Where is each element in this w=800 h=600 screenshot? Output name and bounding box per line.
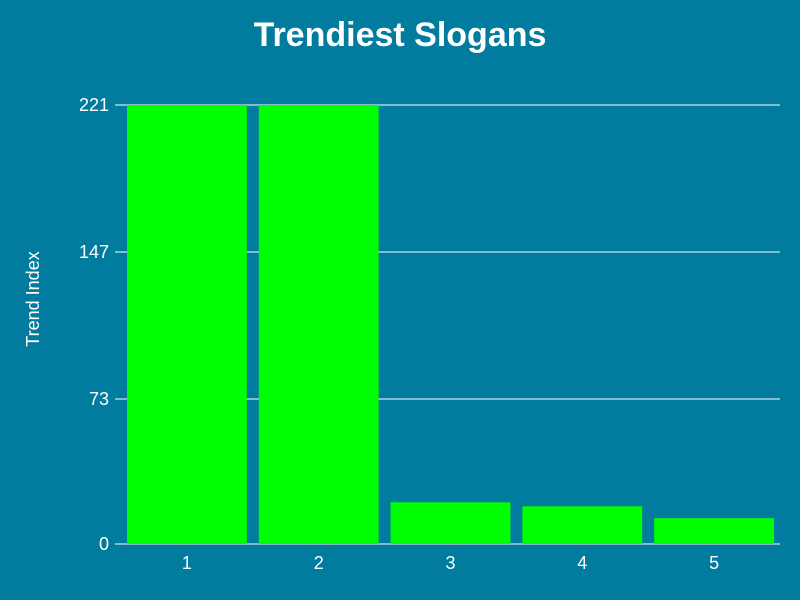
y-tick-label: 147: [79, 242, 109, 262]
chart-title: Trendiest Slogans: [254, 16, 547, 54]
x-tick-label: 1: [182, 553, 192, 573]
bar-2[interactable]: [259, 105, 379, 544]
y-tick-label: 221: [79, 95, 109, 115]
y-axis-label: Trend Index: [23, 251, 43, 346]
x-tick-labels: 1 2 3 4 5: [182, 553, 719, 573]
x-tick-label: 3: [445, 553, 455, 573]
bar-1[interactable]: [127, 105, 247, 544]
y-tick-labels: 0 73 147 221: [79, 95, 109, 554]
x-tick-label: 5: [709, 553, 719, 573]
y-tick-label: 73: [89, 389, 109, 409]
x-tick-label: 2: [314, 553, 324, 573]
bar-5[interactable]: [654, 518, 774, 544]
bars: [127, 105, 774, 544]
bar-3[interactable]: [391, 502, 511, 544]
x-tick-label: 4: [577, 553, 587, 573]
bar-4[interactable]: [522, 506, 642, 544]
y-tick-label: 0: [99, 534, 109, 554]
